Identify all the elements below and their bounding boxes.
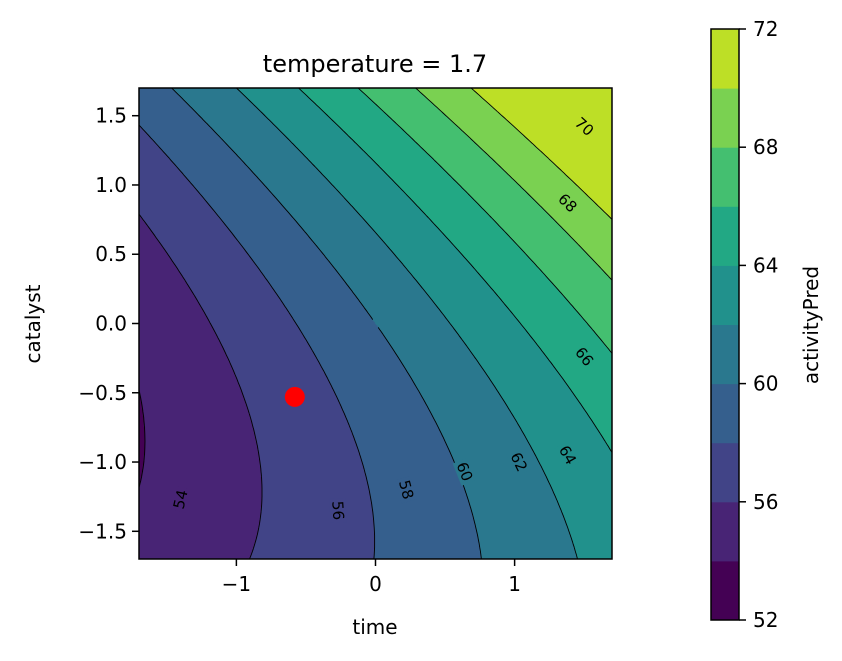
contour-line-70 xyxy=(470,88,612,220)
y-tick-label: 1.0 xyxy=(95,173,127,197)
colorbar-band xyxy=(711,29,739,89)
x-tick-label: 1 xyxy=(508,572,521,596)
x-tick-label: 0 xyxy=(369,572,382,596)
x-axis-label: time xyxy=(352,615,397,639)
colorbar-band xyxy=(711,383,739,444)
colorbar-ticks: 52 56 60 64 68 72 xyxy=(739,17,778,632)
y-tick-label: 0.5 xyxy=(95,242,127,266)
contour-label-gap xyxy=(170,485,192,513)
contour-line-58 xyxy=(139,124,376,559)
contour-label-60: 60 xyxy=(452,457,477,486)
contour-fill xyxy=(139,88,612,559)
colorbar-tick-label: 72 xyxy=(753,17,778,41)
contour-line-68 xyxy=(415,88,612,281)
colorbar-tick-label: 64 xyxy=(753,253,778,277)
contour-label-gap xyxy=(553,188,582,218)
contour-label-gap xyxy=(506,447,532,477)
colorbar-tick-label: 52 xyxy=(753,608,778,632)
y-tick-label: 1.5 xyxy=(95,104,127,128)
colorbar-band xyxy=(711,147,739,207)
colorbar-band xyxy=(711,560,739,621)
colorbar-tick-label: 60 xyxy=(753,372,778,396)
contour-label-gap xyxy=(395,476,417,504)
contour-label-54: 54 xyxy=(170,485,192,513)
contour-line-66 xyxy=(357,88,612,354)
y-tick-label: −1.5 xyxy=(78,519,127,543)
contour-label-text: 60 xyxy=(453,459,477,483)
y-tick-label: −0.5 xyxy=(78,381,127,405)
colorbar: 52 56 60 64 68 72 activityPred xyxy=(710,17,823,632)
y-axis-label: catalyst xyxy=(21,284,45,363)
contour-lines xyxy=(139,88,612,559)
contour-line-60 xyxy=(171,88,482,559)
y-tick-label: −1.0 xyxy=(78,450,127,474)
contour-label-text: 56 xyxy=(328,500,347,520)
colorbar-band xyxy=(711,265,739,325)
colorbar-band xyxy=(711,442,739,503)
colorbar-tick-label: 68 xyxy=(753,135,778,159)
chart-title: temperature = 1.7 xyxy=(263,50,487,78)
contour-line-56 xyxy=(139,213,263,559)
colorbar-band xyxy=(711,501,739,562)
y-tick-label: 0.0 xyxy=(95,312,127,336)
y-axis: −1.5 −1.0 −0.5 0.0 0.5 1.0 1.5 xyxy=(78,104,139,543)
contour-label-gap xyxy=(569,112,599,141)
contour-label-text: 54 xyxy=(170,488,192,511)
contour-label-gap xyxy=(570,342,598,372)
x-tick-label: −1 xyxy=(222,572,251,596)
colorbar-band xyxy=(711,324,739,385)
colorbar-bands xyxy=(711,29,739,621)
data-point-marker xyxy=(284,386,305,407)
colorbar-frame xyxy=(710,28,740,621)
colorbar-band xyxy=(711,206,739,266)
x-axis: −1 0 1 xyxy=(222,559,521,596)
colorbar-label: activityPred xyxy=(799,266,823,384)
contour-label-gap xyxy=(452,457,477,486)
contour-line-64 xyxy=(298,88,612,453)
contour-label-text: 58 xyxy=(395,478,417,501)
contour-label-58: 58 xyxy=(395,476,417,504)
contour-line-62 xyxy=(236,88,578,559)
colorbar-band xyxy=(711,88,739,148)
contour-label-gap xyxy=(329,497,347,524)
contour-label-gap xyxy=(554,440,581,470)
colorbar-tick-label: 56 xyxy=(753,490,778,514)
contour-label-56: 56 xyxy=(328,497,348,524)
